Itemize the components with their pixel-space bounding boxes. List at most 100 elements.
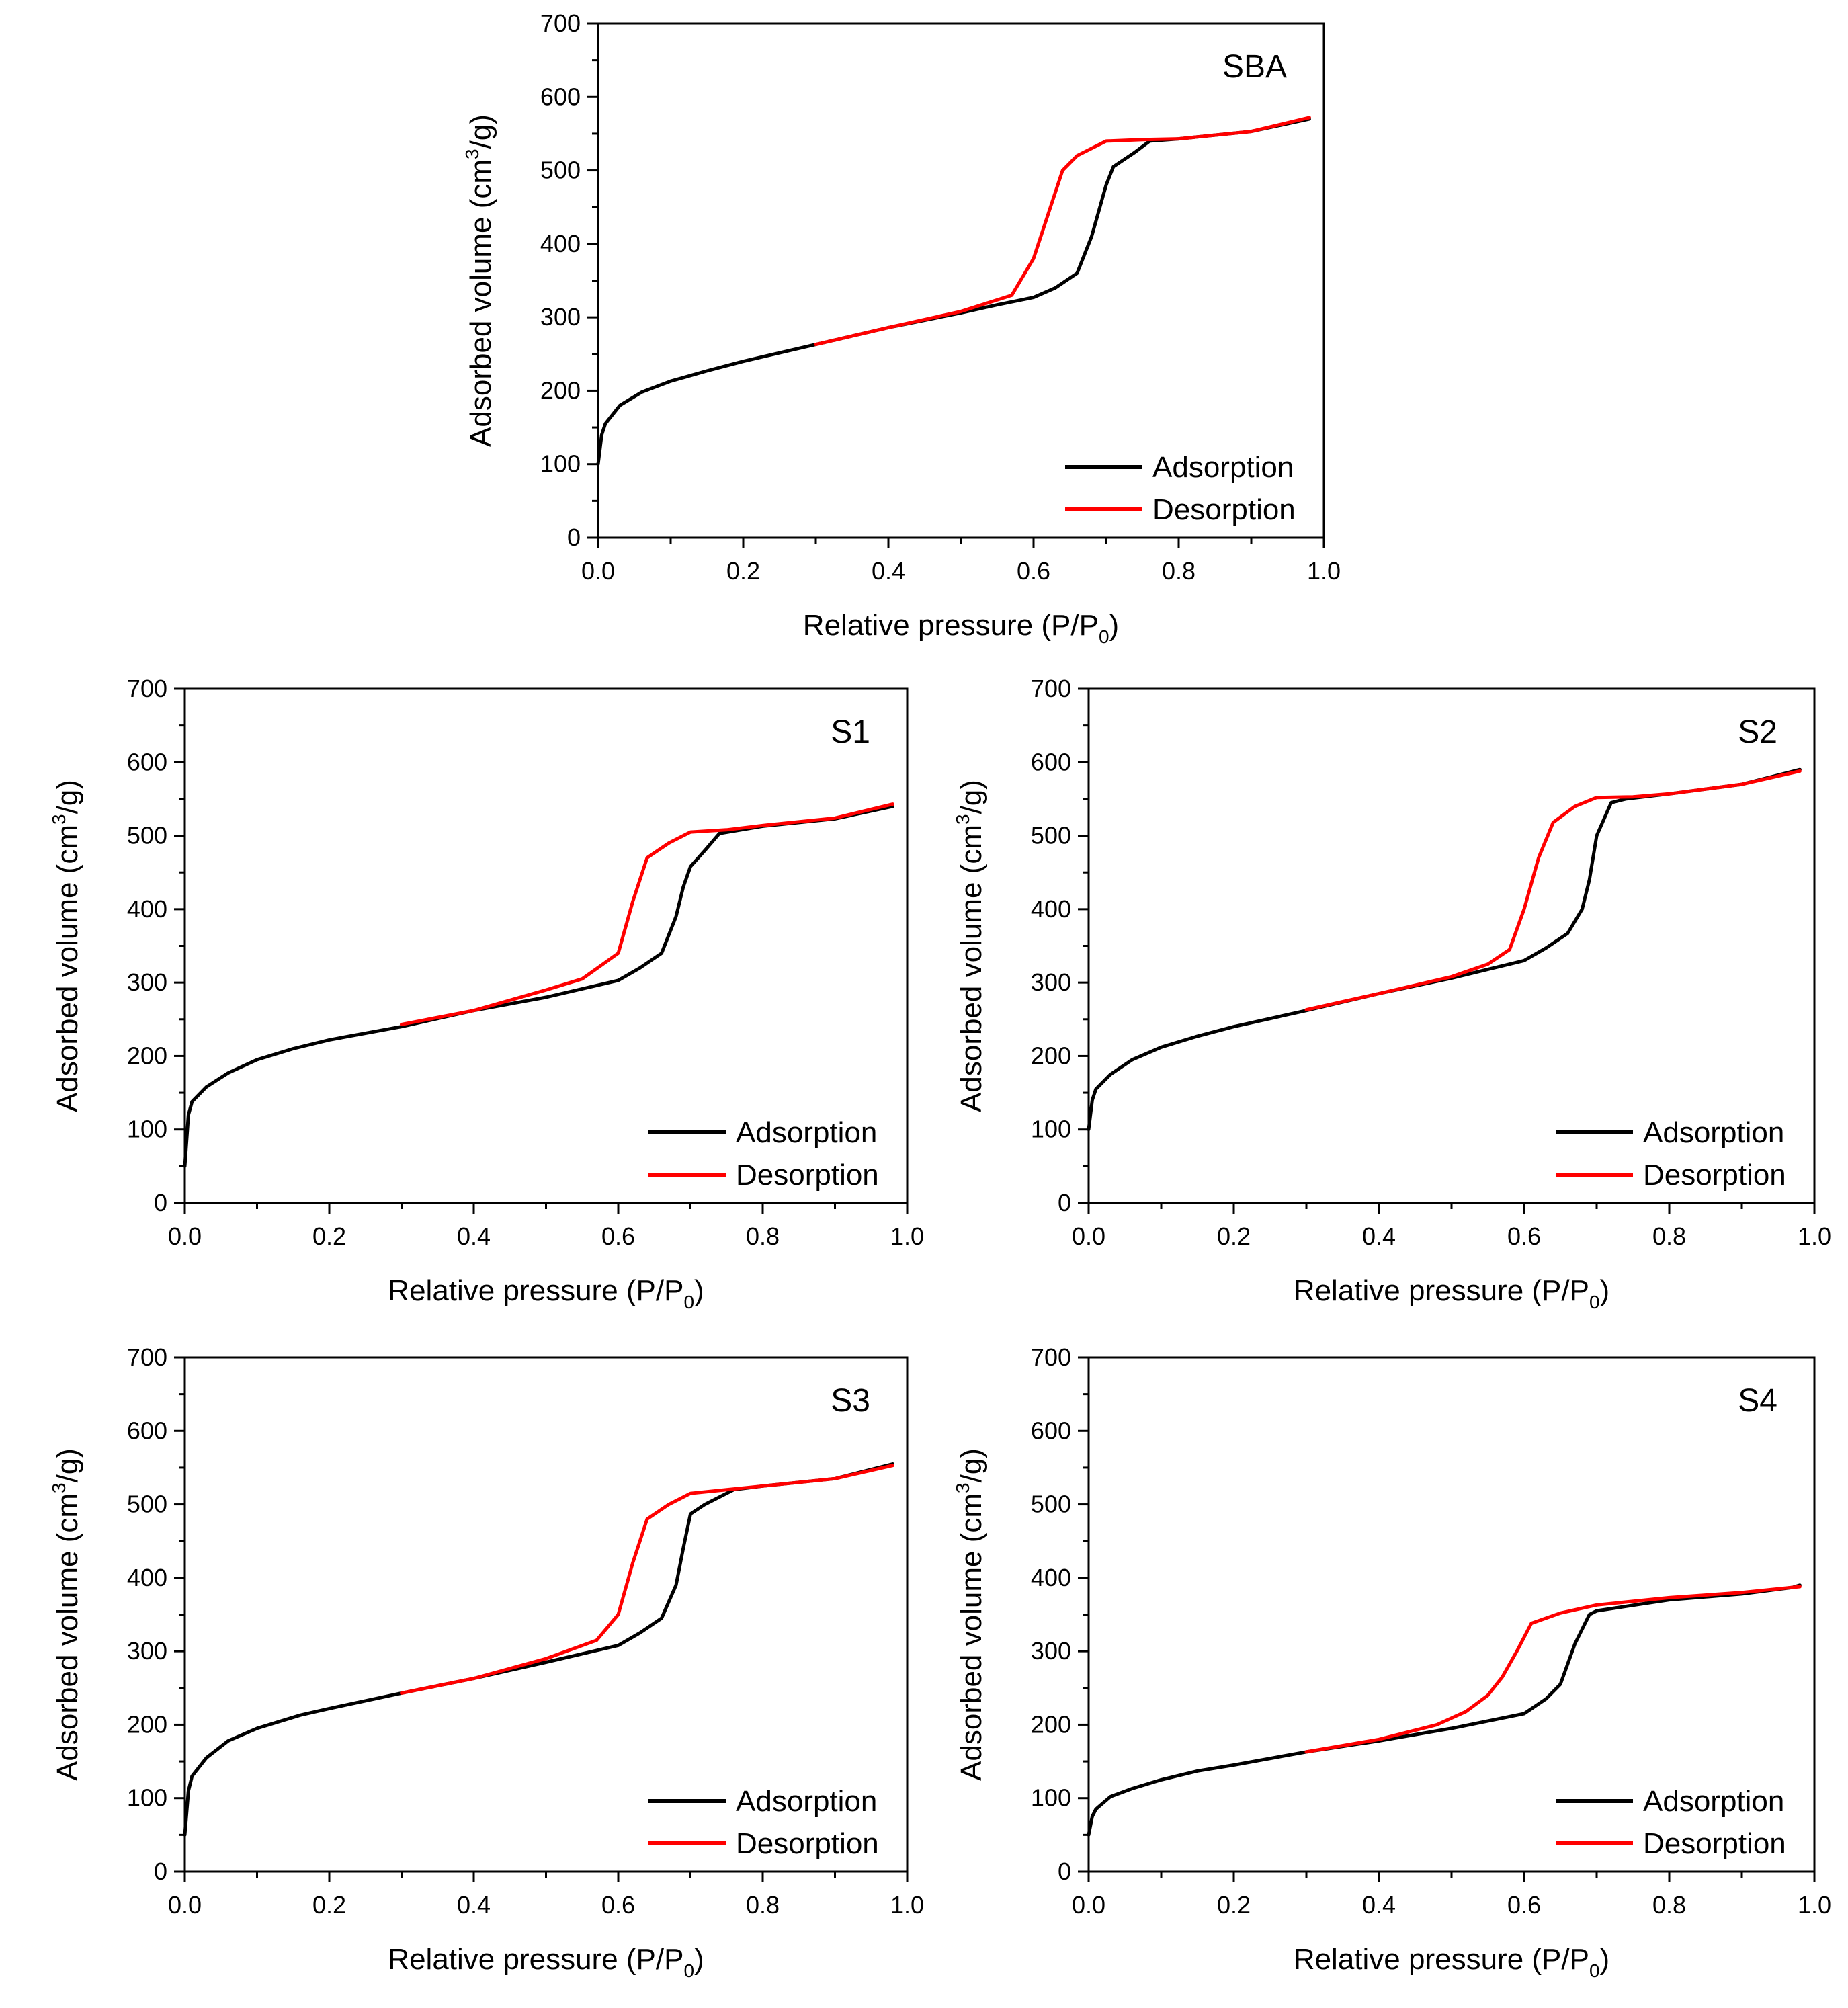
y-tick-label: 400 bbox=[127, 1564, 167, 1591]
x-tick-label: 0.0 bbox=[581, 557, 615, 585]
y-tick-label: 500 bbox=[127, 822, 167, 849]
adsorption-series-line bbox=[1087, 767, 1802, 1132]
y-axis-title: Adsorbed volume (cm3/g) bbox=[952, 780, 988, 1112]
y-tick-label: 500 bbox=[1031, 1491, 1071, 1518]
x-axis-title: Relative pressure (P/P0) bbox=[803, 609, 1119, 647]
y-tick-label: 100 bbox=[127, 1116, 167, 1143]
y-tick-label: 100 bbox=[127, 1784, 167, 1812]
x-tick-label: 1.0 bbox=[1798, 1891, 1831, 1919]
x-tick-label: 0.8 bbox=[746, 1891, 780, 1919]
y-tick-label: 0 bbox=[1058, 1857, 1071, 1885]
desorption-series-line bbox=[1304, 769, 1802, 1012]
panel-s2: 0.0 0.2 0.4 0.6 0.8 1.0 0 100 200 300 400 500 600 700… bbox=[952, 675, 1831, 1312]
y-axis-title: Adsorbed volume (cm3/g) bbox=[48, 1448, 84, 1781]
y-tick-label: 100 bbox=[1031, 1784, 1071, 1812]
panel-label: S1 bbox=[831, 714, 870, 750]
panel-s4: 0.0 0.2 0.4 0.6 0.8 1.0 0 100 200 300 400 500 600 700… bbox=[952, 1343, 1831, 1981]
adsorption-series-line bbox=[1087, 1583, 1802, 1837]
y-tick-label: 0 bbox=[1058, 1189, 1071, 1216]
y-tick-label: 400 bbox=[1031, 1564, 1071, 1591]
legend-label-desorption: Desorption bbox=[736, 1159, 879, 1191]
x-tick-label: 0.4 bbox=[457, 1891, 491, 1919]
x-tick-label: 0.8 bbox=[1652, 1891, 1686, 1919]
legend-label-desorption: Desorption bbox=[1643, 1159, 1786, 1191]
y-tick-label: 500 bbox=[1031, 822, 1071, 849]
panel-label: S3 bbox=[831, 1383, 870, 1419]
y-tick-label: 300 bbox=[1031, 1637, 1071, 1665]
y-tick-label: 200 bbox=[1031, 1710, 1071, 1738]
panel-label: S4 bbox=[1738, 1383, 1777, 1419]
legend-label-adsorption: Adsorption bbox=[736, 1785, 877, 1818]
x-tick-label: 0.0 bbox=[1072, 1891, 1105, 1919]
x-tick-label: 0.2 bbox=[1217, 1222, 1251, 1250]
x-tick-label: 0.8 bbox=[1162, 557, 1195, 585]
x-tick-label: 0.0 bbox=[168, 1891, 202, 1919]
legend-label-desorption: Desorption bbox=[1643, 1827, 1786, 1860]
desorption-series-line bbox=[814, 116, 1311, 347]
legend-label-adsorption: Adsorption bbox=[1643, 1116, 1784, 1149]
x-tick-label: 1.0 bbox=[890, 1891, 924, 1919]
x-tick-label: 0.8 bbox=[746, 1222, 780, 1250]
desorption-series-line bbox=[400, 1464, 894, 1695]
y-tick-label: 0 bbox=[154, 1857, 167, 1885]
desorption-series-line bbox=[1304, 1585, 1802, 1754]
y-tick-label: 400 bbox=[1031, 895, 1071, 923]
y-tick-label: 300 bbox=[540, 303, 581, 331]
legend-label-adsorption: Adsorption bbox=[736, 1116, 877, 1149]
y-tick-label: 700 bbox=[1031, 1343, 1071, 1371]
y-tick-label: 300 bbox=[127, 1637, 167, 1665]
x-tick-label: 0.6 bbox=[1507, 1222, 1541, 1250]
x-tick-label: 1.0 bbox=[890, 1222, 924, 1250]
x-tick-label: 1.0 bbox=[1307, 557, 1341, 585]
y-tick-label: 200 bbox=[127, 1042, 167, 1069]
legend-label-adsorption: Adsorption bbox=[1643, 1785, 1784, 1818]
y-tick-label: 600 bbox=[127, 1417, 167, 1444]
y-tick-label: 600 bbox=[1031, 748, 1071, 776]
y-tick-label: 700 bbox=[1031, 675, 1071, 702]
y-tick-label: 700 bbox=[127, 1343, 167, 1371]
x-tick-label: 0.4 bbox=[872, 557, 905, 585]
y-tick-label: 0 bbox=[154, 1189, 167, 1216]
x-tick-label: 0.6 bbox=[601, 1891, 635, 1919]
x-tick-label: 0.4 bbox=[1362, 1891, 1396, 1919]
y-tick-label: 400 bbox=[127, 895, 167, 923]
y-tick-label: 200 bbox=[1031, 1042, 1071, 1069]
y-tick-label: 400 bbox=[540, 230, 581, 257]
y-axis-title: Adsorbed volume (cm3/g) bbox=[48, 780, 84, 1112]
adsorption-series-line bbox=[183, 1462, 894, 1837]
y-tick-label: 700 bbox=[540, 9, 581, 37]
x-tick-label: 0.2 bbox=[312, 1222, 346, 1250]
panel-s3: 0.0 0.2 0.4 0.6 0.8 1.0 0 100 200 300 400 500 600 700… bbox=[48, 1343, 924, 1981]
x-tick-label: 0.8 bbox=[1652, 1222, 1686, 1250]
y-tick-label: 600 bbox=[127, 748, 167, 776]
y-tick-label: 600 bbox=[540, 83, 581, 110]
y-axis-title: Adsorbed volume (cm3/g) bbox=[952, 1448, 988, 1781]
x-tick-label: 0.6 bbox=[1507, 1891, 1541, 1919]
x-axis-title: Relative pressure (P/P0) bbox=[388, 1274, 704, 1312]
x-axis-title: Relative pressure (P/P0) bbox=[1294, 1274, 1609, 1312]
x-tick-label: 0.2 bbox=[1217, 1891, 1251, 1919]
y-tick-label: 0 bbox=[567, 524, 581, 551]
y-tick-label: 600 bbox=[1031, 1417, 1071, 1444]
y-tick-label: 200 bbox=[127, 1710, 167, 1738]
adsorption-series-line bbox=[596, 117, 1311, 466]
adsorption-series-line bbox=[183, 804, 894, 1168]
x-tick-label: 0.6 bbox=[1017, 557, 1050, 585]
panel-s1: 0.0 0.2 0.4 0.6 0.8 1.0 0 100 200 300 400 500 600 700… bbox=[48, 675, 924, 1312]
y-tick-label: 300 bbox=[127, 968, 167, 996]
panel-label: S2 bbox=[1738, 714, 1777, 750]
panel-label: SBA bbox=[1222, 49, 1287, 85]
x-tick-label: 0.4 bbox=[1362, 1222, 1396, 1250]
y-tick-label: 500 bbox=[540, 157, 581, 184]
x-tick-label: 0.4 bbox=[457, 1222, 491, 1250]
legend-label-desorption: Desorption bbox=[1152, 493, 1296, 526]
x-tick-label: 0.0 bbox=[1072, 1222, 1105, 1250]
legend-label-adsorption: Adsorption bbox=[1152, 451, 1294, 484]
y-tick-label: 200 bbox=[540, 376, 581, 404]
y-tick-label: 300 bbox=[1031, 968, 1071, 996]
x-axis-title: Relative pressure (P/P0) bbox=[388, 1943, 704, 1981]
y-tick-label: 700 bbox=[127, 675, 167, 702]
legend-label-desorption: Desorption bbox=[736, 1827, 879, 1860]
y-tick-label: 500 bbox=[127, 1491, 167, 1518]
